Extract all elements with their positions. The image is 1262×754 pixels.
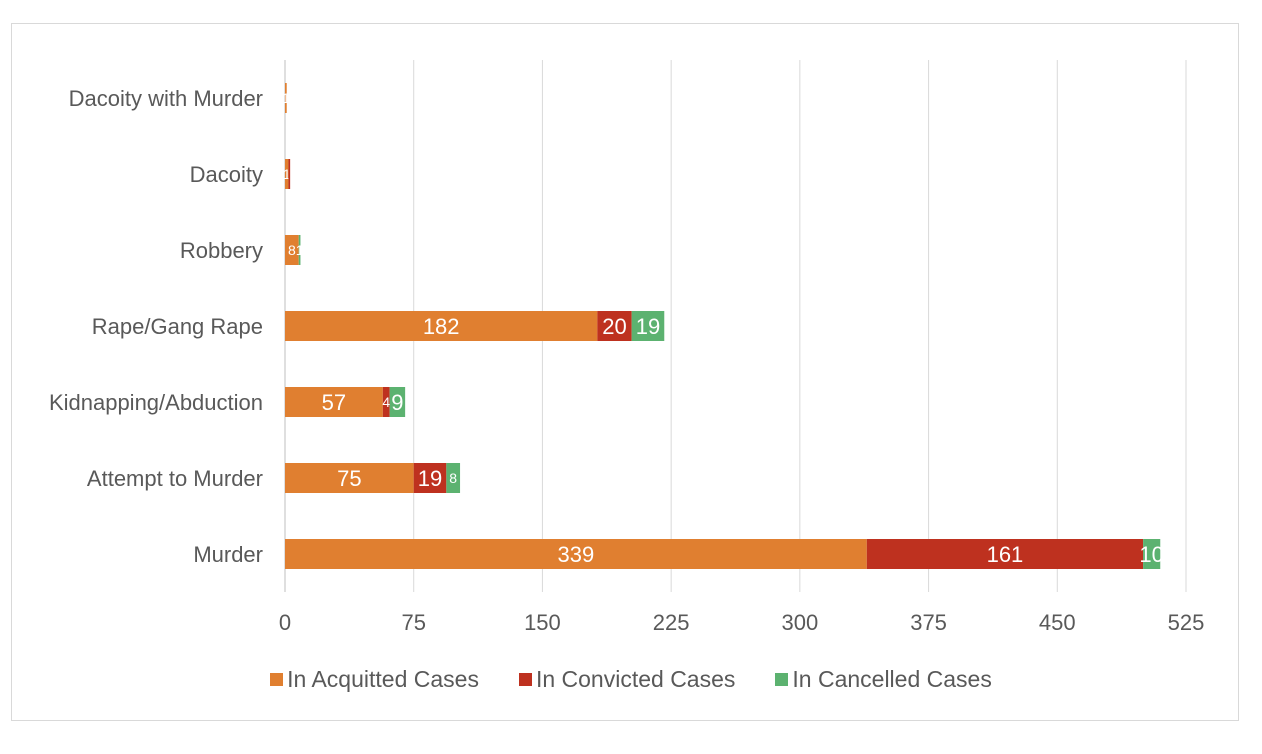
category-label: Dacoity with Murder <box>69 86 263 111</box>
data-label: 8 <box>449 470 457 486</box>
bar-segment <box>285 387 383 417</box>
legend-label: In Cancelled Cases <box>792 666 992 692</box>
chart-frame <box>11 23 1239 721</box>
bar-segment <box>285 311 598 341</box>
x-tick-label: 75 <box>401 610 425 635</box>
legend-item: In Cancelled Cases <box>775 666 992 693</box>
category-label: Rape/Gang Rape <box>92 314 263 339</box>
x-tick-label: 150 <box>524 610 561 635</box>
bar-segment <box>1143 539 1161 569</box>
bar-segment <box>446 463 461 493</box>
legend: In Acquitted Cases In Convicted Cases In C… <box>0 666 1262 693</box>
category-label: Robbery <box>180 238 263 263</box>
legend-swatch <box>775 673 789 686</box>
bar-segment <box>413 463 447 493</box>
data-label: 20 <box>602 314 626 339</box>
bar-segment <box>285 235 299 265</box>
data-label: 1 <box>283 166 291 182</box>
legend-label: In Acquitted Cases <box>287 666 479 692</box>
data-label: 4 <box>382 394 390 410</box>
legend-label: In Convicted Cases <box>535 666 736 692</box>
bar-segment <box>382 387 390 417</box>
data-label: 10 <box>1139 542 1163 567</box>
data-label: 339 <box>558 542 595 567</box>
bar-segment <box>285 539 867 569</box>
bar-segment <box>285 83 287 113</box>
data-label: 161 <box>987 542 1024 567</box>
x-tick-label: 225 <box>653 610 690 635</box>
bar-segment <box>288 159 291 189</box>
x-tick-label: 450 <box>1039 610 1076 635</box>
data-label: 75 <box>337 466 361 491</box>
data-label: 19 <box>418 466 442 491</box>
data-label: 8 <box>288 242 296 258</box>
category-label: Murder <box>193 542 263 567</box>
bar-segment <box>285 159 289 189</box>
data-label: 182 <box>423 314 460 339</box>
data-label: 57 <box>322 390 346 415</box>
bar-segment <box>298 235 301 265</box>
x-tick-label: 375 <box>910 610 947 635</box>
bar-segment <box>631 311 665 341</box>
data-label: 1 <box>282 90 290 106</box>
bar-segment <box>285 463 414 493</box>
data-label: 1 <box>296 242 304 258</box>
bar-segment <box>389 387 406 417</box>
data-label: 19 <box>636 314 660 339</box>
legend-swatch <box>270 673 284 686</box>
legend-swatch <box>518 673 532 686</box>
category-label: Kidnapping/Abduction <box>49 390 263 415</box>
legend-item: In Acquitted Cases <box>270 666 479 693</box>
category-label: Dacoity <box>190 162 263 187</box>
x-tick-label: 0 <box>279 610 291 635</box>
bar-segment <box>866 539 1144 569</box>
category-label: Attempt to Murder <box>87 466 263 491</box>
x-tick-label: 300 <box>781 610 818 635</box>
bar-segment <box>597 311 632 341</box>
data-label: 9 <box>391 390 403 415</box>
legend-item: In Convicted Cases <box>518 666 736 693</box>
x-tick-label: 525 <box>1168 610 1205 635</box>
